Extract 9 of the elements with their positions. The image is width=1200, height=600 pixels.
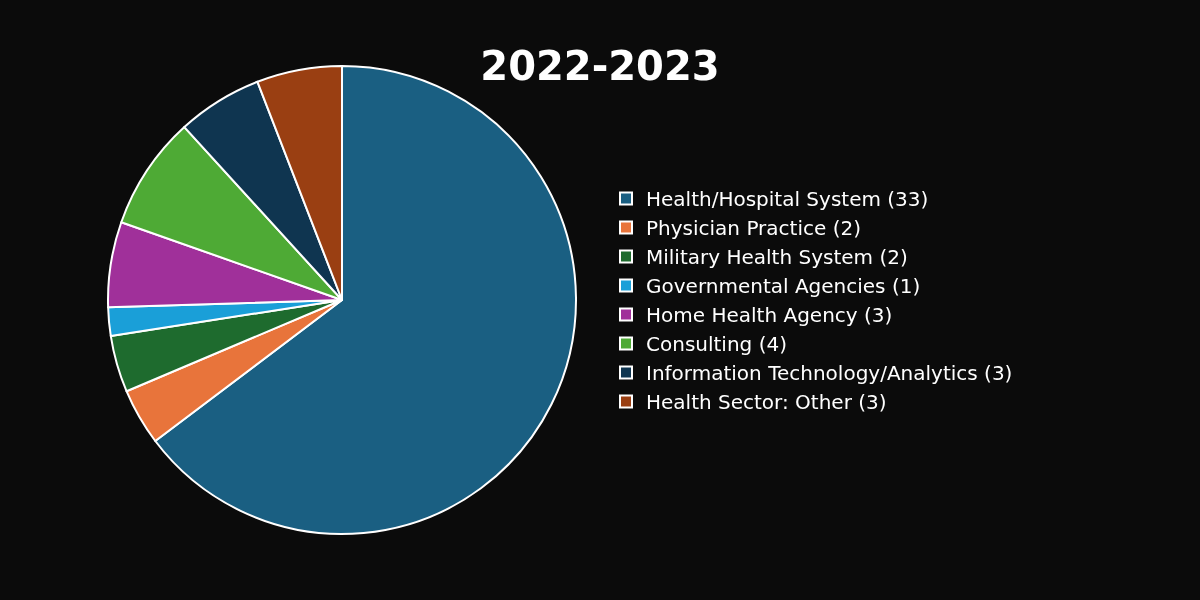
- legend-label: Military Health System (2): [646, 245, 908, 270]
- legend-label: Information Technology/Analytics (3): [646, 361, 1013, 386]
- legend-label: Physician Practice (2): [646, 216, 861, 241]
- legend-label: Home Health Agency (3): [646, 303, 893, 328]
- legend-label: Health Sector: Other (3): [646, 390, 887, 415]
- legend-label: Health/Hospital System (33): [646, 187, 929, 212]
- chart-title: 2022-2023: [480, 43, 720, 89]
- legend-label: Consulting (4): [646, 332, 787, 357]
- legend-label: Governmental Agencies (1): [646, 274, 921, 299]
